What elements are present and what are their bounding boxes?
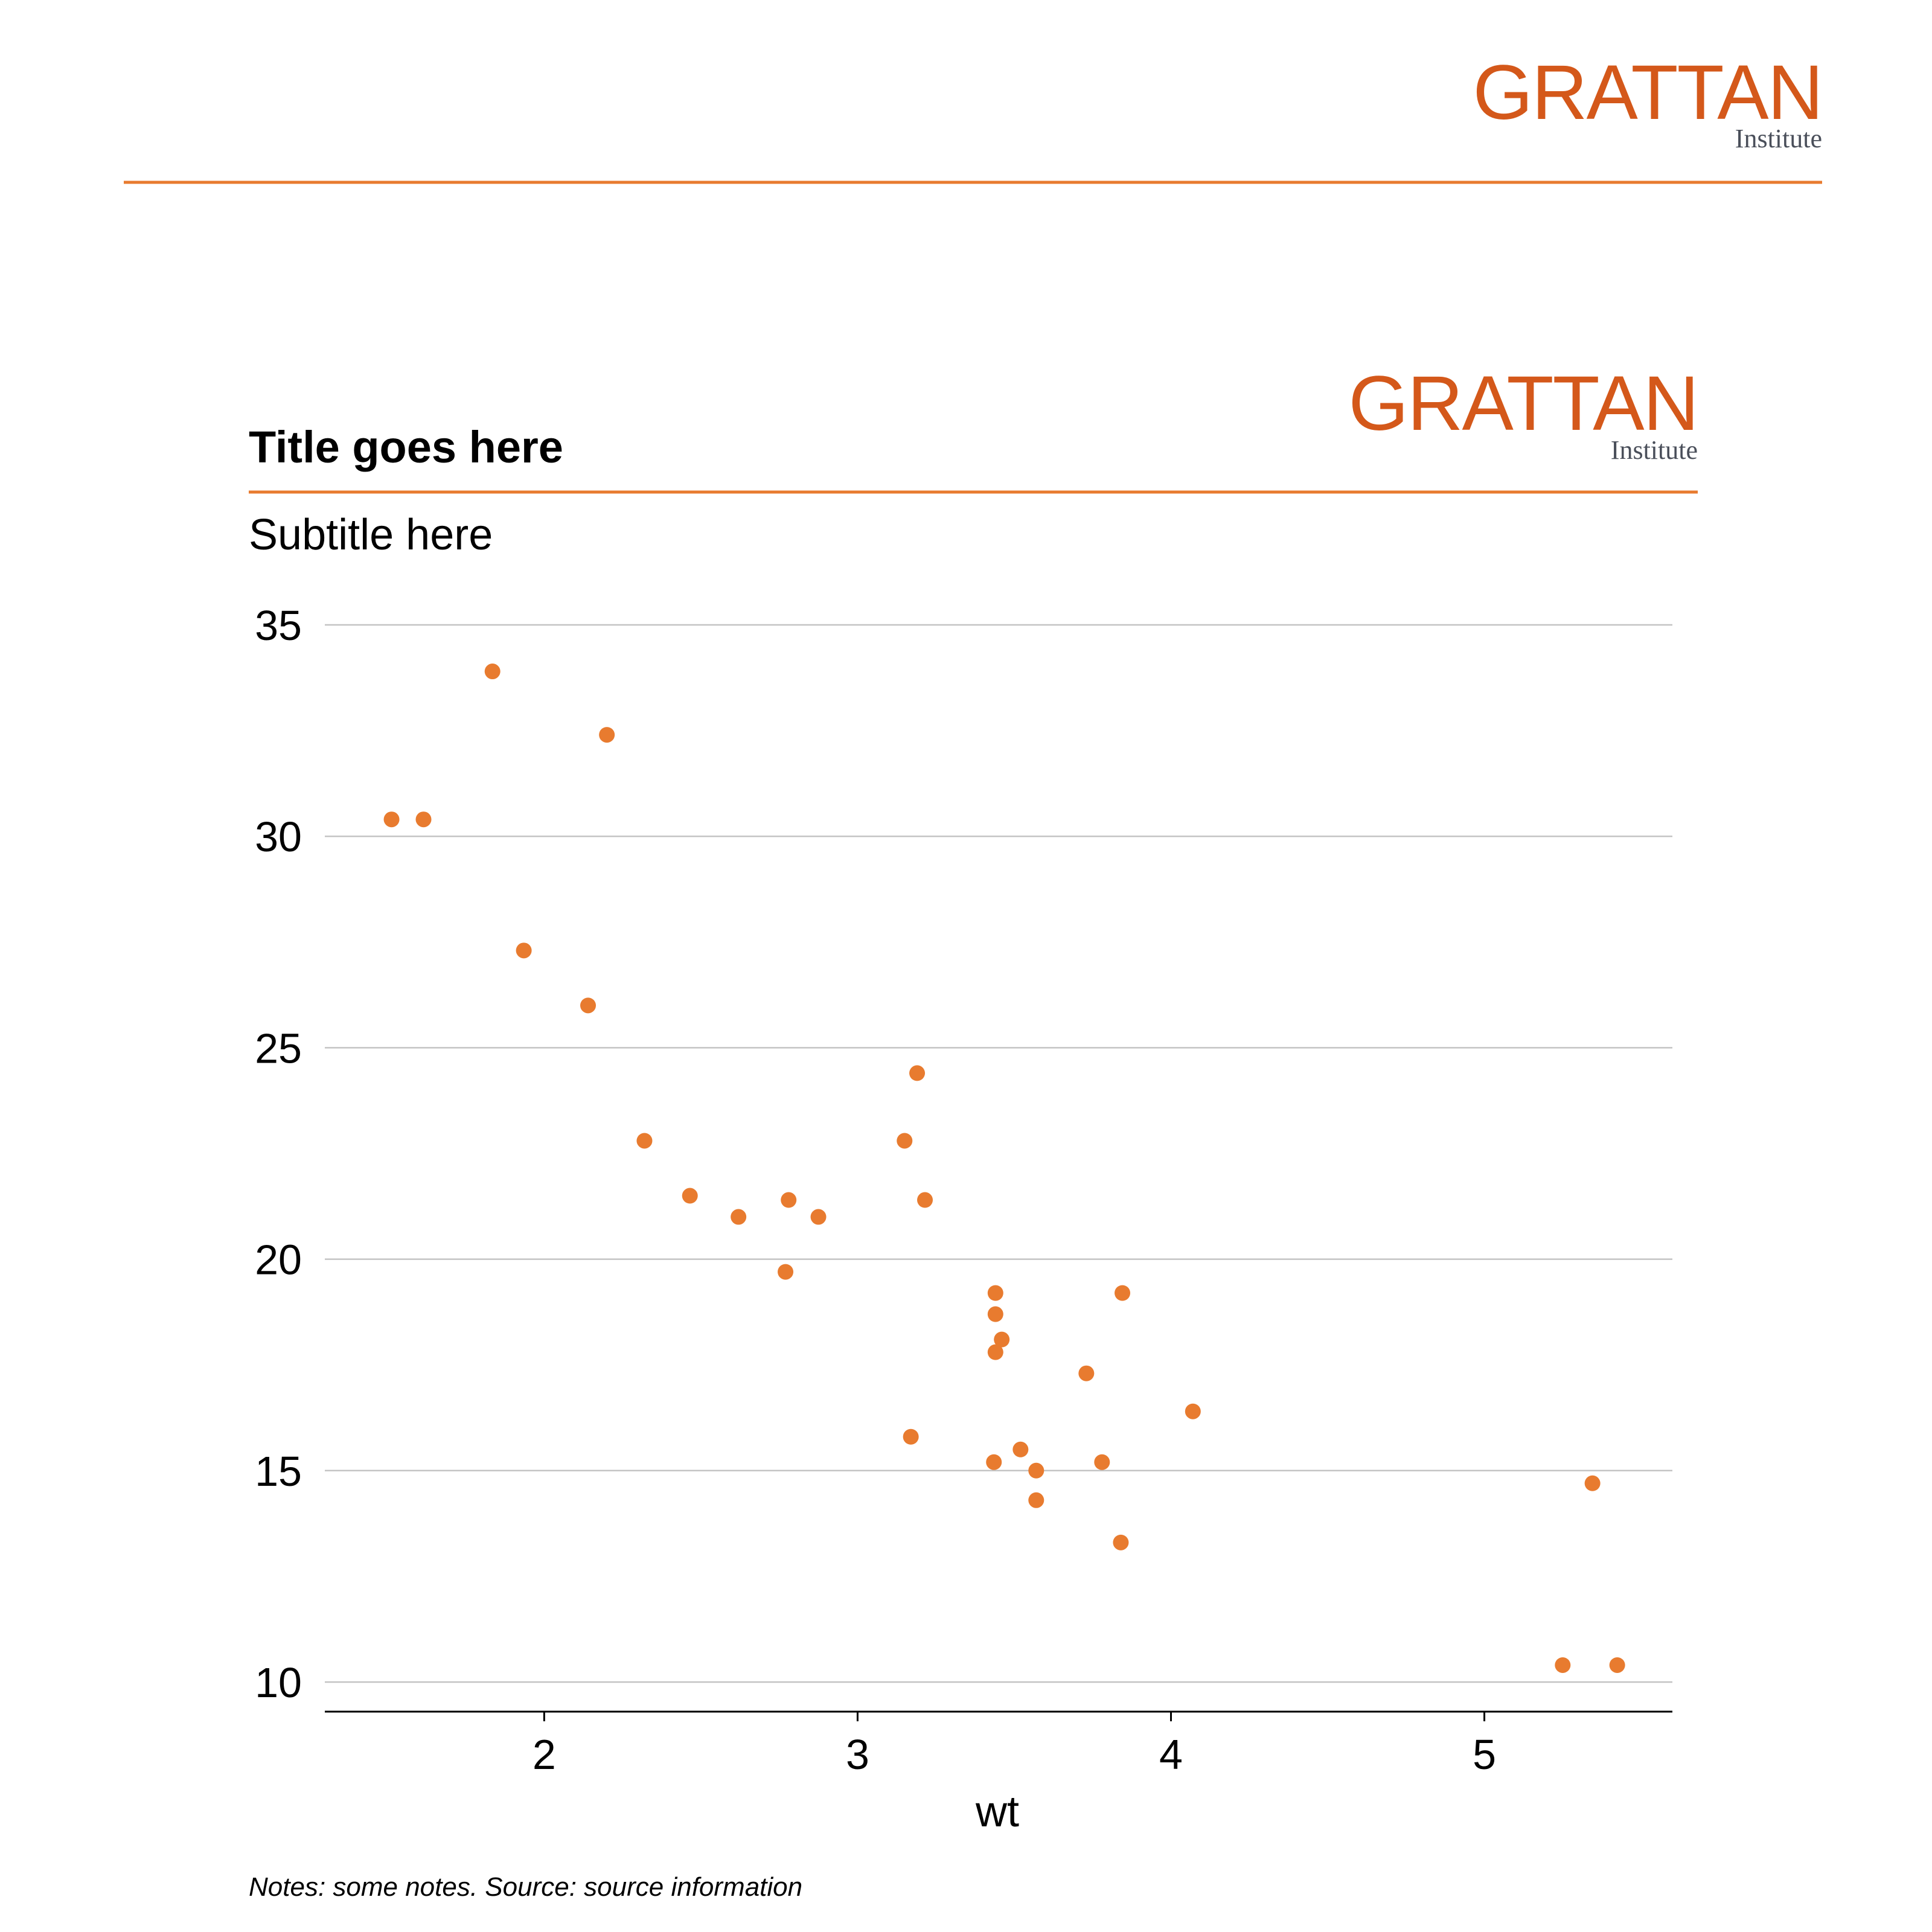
data-point	[1555, 1657, 1571, 1673]
chart-logo-sub: Institute	[1611, 435, 1698, 465]
page-logo-sub: Institute	[1735, 124, 1822, 153]
y-tick-label: 10	[255, 1659, 302, 1706]
chart-notes: Notes: some notes. Source: source inform…	[249, 1872, 802, 1902]
data-point	[994, 1331, 1010, 1348]
x-tick-label: 3	[846, 1731, 869, 1778]
data-point	[599, 727, 615, 743]
page-logo: GRATTAN Institute	[1473, 50, 1823, 153]
data-point	[516, 942, 532, 959]
chart-title: Title goes here	[249, 422, 563, 472]
data-point	[1028, 1462, 1044, 1479]
data-point	[1078, 1365, 1095, 1381]
data-point	[731, 1209, 747, 1225]
data-point	[1012, 1441, 1029, 1457]
data-point	[415, 811, 432, 828]
data-point	[917, 1192, 933, 1208]
x-tick-label: 5	[1473, 1731, 1496, 1778]
data-point	[778, 1264, 794, 1280]
y-tick-label: 30	[255, 813, 302, 860]
y-tick-labels: 10 15 20 25 30 35	[255, 602, 302, 1706]
data-point	[1584, 1475, 1601, 1491]
y-tick-label: 20	[255, 1236, 302, 1284]
data-point	[810, 1209, 827, 1225]
data-point	[903, 1428, 919, 1445]
scatter-points	[383, 664, 1625, 1673]
data-point	[383, 811, 400, 828]
page-logo-word: GRATTAN	[1473, 50, 1822, 136]
chart-logo: GRATTAN Institute	[1348, 360, 1699, 465]
gridlines	[325, 624, 1672, 1683]
y-tick-label: 25	[255, 1025, 302, 1072]
chart-subtitle: Subtitle here	[249, 511, 493, 559]
data-point	[1094, 1454, 1110, 1470]
data-point	[987, 1344, 1003, 1360]
data-point	[1185, 1403, 1201, 1419]
data-point	[580, 997, 597, 1014]
data-point	[484, 664, 501, 680]
data-point	[987, 1306, 1003, 1322]
data-point	[897, 1133, 913, 1149]
x-tick-labels: 2 3 4 5	[533, 1712, 1496, 1778]
x-tick-label: 2	[533, 1731, 556, 1778]
x-tick-label: 4	[1159, 1731, 1183, 1778]
data-point	[1115, 1285, 1131, 1301]
y-tick-label: 15	[255, 1448, 302, 1495]
data-point	[1028, 1492, 1044, 1508]
data-point	[1609, 1657, 1625, 1673]
data-point	[987, 1285, 1003, 1301]
data-point	[781, 1192, 797, 1208]
data-point	[986, 1454, 1002, 1470]
data-point	[1113, 1534, 1129, 1550]
data-point	[909, 1065, 926, 1081]
data-point	[636, 1133, 653, 1149]
chart-logo-word: GRATTAN	[1348, 360, 1698, 447]
y-tick-label: 35	[255, 602, 302, 649]
x-axis-title: wt	[975, 1788, 1019, 1836]
data-point	[682, 1188, 698, 1204]
